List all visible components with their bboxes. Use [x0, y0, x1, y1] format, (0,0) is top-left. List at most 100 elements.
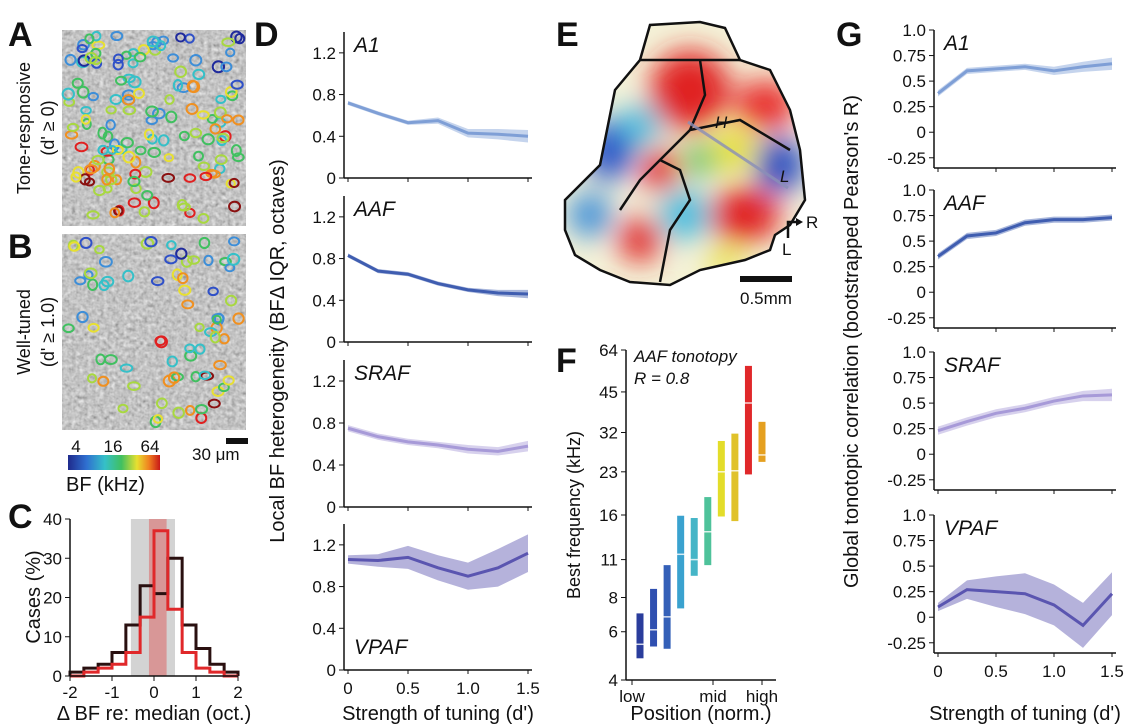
roi-outline	[104, 174, 118, 186]
roi-outline	[186, 79, 199, 93]
ytick-label: 0	[917, 283, 926, 302]
ytick-label: 1.0	[902, 181, 926, 200]
roi-outline	[62, 323, 75, 334]
roi-outline	[220, 61, 233, 73]
ytick-label: 1.0	[902, 343, 926, 362]
roi-outline	[80, 114, 91, 125]
map-scalebar	[740, 276, 792, 282]
roi-outline	[98, 279, 110, 292]
roi-outline	[184, 350, 198, 362]
ci-band-vpaf	[348, 534, 528, 590]
roi-outline	[71, 77, 84, 89]
roi-outline	[178, 130, 190, 142]
subplot-title-aaf: AAF	[352, 198, 396, 221]
mean-line-a1	[347, 101, 529, 138]
roi-outline	[147, 196, 160, 210]
panel-a-ylabel-line1: Tone-respnosive	[14, 62, 34, 194]
roi-outline	[77, 38, 90, 51]
ci-band-sraf	[938, 388, 1112, 435]
roi-outline	[165, 110, 178, 124]
roi-outline	[196, 110, 210, 120]
f-xtick-label: low	[619, 687, 645, 706]
ytick-label: 0.5	[902, 72, 926, 91]
roi-outline	[206, 113, 218, 124]
frequency-range-bar	[758, 421, 766, 462]
roi-outline	[197, 161, 211, 171]
roi-outline	[68, 241, 81, 252]
colorbar-tick-4: 4	[71, 437, 80, 456]
ytick-label: 0.25	[893, 98, 926, 117]
tonotopic-axis-low: L	[780, 167, 789, 186]
f-xlabel: Position (norm.)	[630, 703, 771, 725]
f-ytick-label: 16	[599, 506, 618, 525]
frequency-range-bar	[717, 440, 725, 517]
roi-set-a	[61, 30, 246, 224]
roi-outline	[172, 406, 185, 419]
roi-outline	[64, 53, 77, 66]
roi-outline	[86, 210, 100, 220]
c-xtick-label: -2	[62, 683, 77, 702]
xtick-label: 1.5	[1100, 662, 1124, 681]
roi-outline	[232, 114, 245, 126]
tonotopic-axis-line	[687, 120, 789, 190]
histogram-series-1	[70, 529, 238, 678]
subplot-title-a1: A1	[352, 34, 380, 57]
ytick-label: 0.25	[893, 258, 926, 277]
roi-outline	[203, 254, 214, 267]
roi-outline	[171, 268, 183, 281]
orientation-r: R	[806, 213, 818, 232]
panel-label-a: A	[8, 16, 33, 54]
roi-outline	[111, 174, 123, 186]
roi-outline	[167, 53, 180, 63]
c-ylabel: Cases (%)	[23, 550, 45, 643]
imaging-panel-a	[61, 30, 246, 226]
roi-outline	[157, 134, 170, 147]
c-xlabel: Δ BF re: median (oct.)	[57, 703, 252, 725]
roi-outline	[133, 87, 145, 100]
frequency-range-bar	[663, 565, 671, 649]
f-xtick-label: mid	[699, 687, 726, 706]
ytick-label: -0.25	[887, 471, 926, 490]
ytick-label: 0.4	[312, 456, 336, 475]
roi-outline	[166, 240, 177, 251]
roi-outline	[74, 276, 87, 286]
roi-outline	[207, 398, 221, 409]
panel-b-ylabel-line1: Well-tuned	[14, 289, 34, 375]
xtick-label: 0	[933, 662, 942, 681]
roi-outline	[129, 168, 142, 180]
roi-outline	[207, 286, 219, 297]
roi-outline	[84, 33, 95, 45]
roi-outline	[181, 299, 195, 310]
mean-line-vpaf	[937, 588, 1114, 628]
xlabel: Strength of tuning (d')	[929, 703, 1121, 725]
ytick-label: 0.75	[893, 207, 926, 226]
c-ytick-label: 40	[43, 510, 62, 529]
frequency-range-bar	[650, 588, 658, 647]
roi-outline	[230, 144, 242, 157]
roi-outline	[193, 150, 204, 162]
panel-label-c: C	[8, 498, 33, 536]
roi-outline	[83, 267, 98, 280]
roi-outline	[192, 68, 206, 81]
roi-outline	[87, 278, 99, 291]
ytick-label: 0.8	[312, 414, 336, 433]
map-scalebar-label: 0.5mm	[740, 289, 792, 308]
roi-outline	[228, 236, 241, 247]
roi-outline	[213, 359, 227, 371]
panel-c-histogram: 0 10 20 30 40 -2 -1 0 1 2Δ BF re: median (oct.) Ca…	[23, 510, 251, 725]
frequency-range-bar	[731, 433, 739, 522]
roi-outline	[94, 244, 105, 255]
roi-outline	[150, 276, 165, 287]
roi-outline	[147, 146, 162, 158]
mean-line-aaf	[347, 254, 529, 296]
panel-b-ylabel-line2: (d' ≥ 1.0)	[38, 297, 58, 367]
ytick-label: 0.4	[312, 291, 336, 310]
frequency-range-bar	[744, 365, 752, 475]
c-xtick-label: 1	[191, 683, 200, 702]
roi-outline	[66, 122, 80, 132]
roi-outline	[211, 314, 222, 325]
subplot-title-vpaf: VPAF	[354, 636, 408, 659]
roi-outline	[166, 355, 178, 368]
roi-outline	[184, 343, 196, 354]
